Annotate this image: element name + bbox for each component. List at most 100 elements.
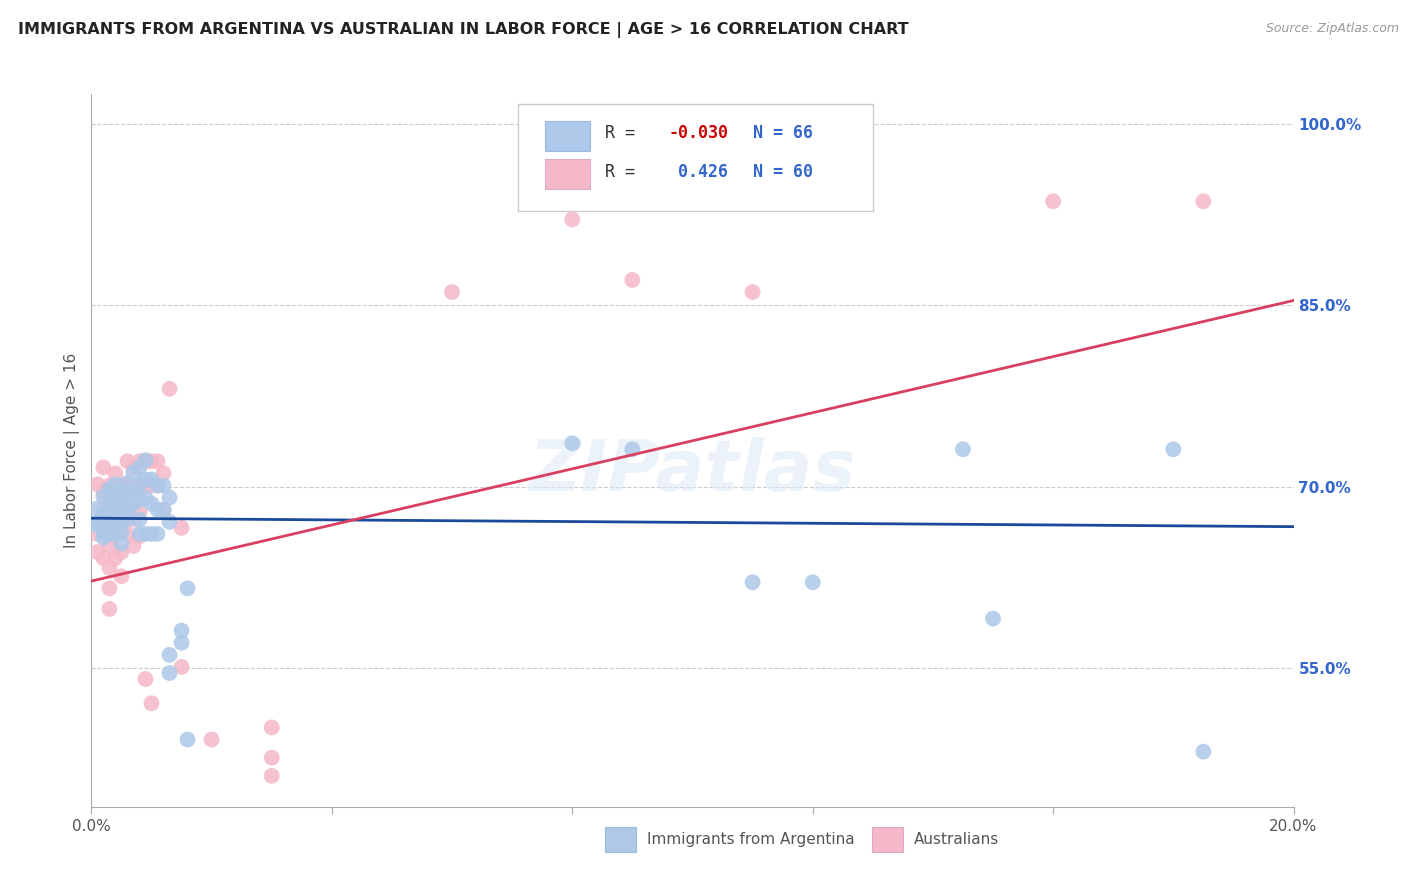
Point	[104, 488, 127, 502]
Point	[159, 648, 181, 662]
Point	[93, 484, 115, 499]
Point	[122, 465, 145, 479]
Text: 0.426: 0.426	[668, 163, 728, 181]
Point	[146, 502, 169, 516]
Point	[86, 518, 108, 533]
Point	[110, 524, 132, 539]
Point	[1042, 194, 1064, 209]
Point	[93, 531, 115, 545]
Point	[176, 582, 198, 596]
Point	[98, 482, 121, 496]
Point	[141, 527, 163, 541]
Point	[128, 529, 150, 543]
Point	[1192, 194, 1215, 209]
Point	[98, 582, 121, 596]
Point	[98, 478, 121, 492]
Point	[98, 497, 121, 511]
Point	[110, 536, 132, 550]
Point	[86, 515, 108, 529]
Text: R =: R =	[605, 163, 645, 181]
Point	[561, 436, 583, 450]
Point	[146, 454, 169, 468]
Point	[128, 512, 150, 526]
Point	[170, 636, 193, 650]
Point	[134, 527, 156, 541]
Point	[128, 460, 150, 475]
Point	[621, 442, 644, 457]
Point	[86, 501, 108, 516]
Y-axis label: In Labor Force | Age > 16: In Labor Force | Age > 16	[65, 353, 80, 548]
Point	[159, 515, 181, 529]
Point	[122, 484, 145, 499]
Point	[104, 508, 127, 523]
Point	[176, 732, 198, 747]
Point	[128, 527, 150, 541]
Point	[110, 525, 132, 540]
Point	[122, 484, 145, 499]
Point	[741, 285, 763, 299]
Point	[122, 460, 145, 475]
Point	[561, 212, 583, 227]
Point	[117, 502, 139, 516]
Point	[86, 527, 108, 541]
Text: Source: ZipAtlas.com: Source: ZipAtlas.com	[1265, 22, 1399, 36]
Point	[952, 442, 974, 457]
Point	[117, 502, 139, 516]
Point	[122, 497, 145, 511]
Point	[104, 527, 127, 541]
Text: Australians: Australians	[914, 832, 1000, 847]
Point	[152, 478, 174, 492]
Point	[98, 539, 121, 553]
Point	[98, 519, 121, 533]
Point	[134, 478, 156, 492]
Point	[621, 273, 644, 287]
Point	[134, 453, 156, 467]
Point	[86, 545, 108, 559]
Point	[152, 502, 174, 516]
Point	[98, 602, 121, 616]
Point	[122, 539, 145, 553]
Point	[110, 545, 132, 559]
Point	[170, 624, 193, 638]
Point	[801, 575, 824, 590]
Point	[134, 454, 156, 468]
Point	[104, 517, 127, 532]
Point	[141, 478, 163, 492]
Point	[98, 502, 121, 516]
Point	[110, 500, 132, 515]
Text: N = 60: N = 60	[752, 163, 813, 181]
Point	[122, 512, 145, 526]
Point	[128, 477, 150, 491]
Point	[152, 467, 174, 481]
Point	[159, 491, 181, 505]
Point	[146, 527, 169, 541]
Point	[134, 473, 156, 487]
Point	[98, 515, 121, 529]
Point	[104, 477, 127, 491]
FancyBboxPatch shape	[519, 104, 873, 211]
Bar	[544, 120, 591, 151]
Text: R =: R =	[605, 124, 645, 143]
Point	[981, 611, 1004, 625]
Point	[110, 505, 132, 519]
Point	[93, 460, 115, 475]
Text: ZIPatlas: ZIPatlas	[529, 437, 856, 507]
Point	[117, 476, 139, 491]
Point	[98, 511, 121, 525]
Point	[93, 551, 115, 566]
Bar	[544, 159, 591, 188]
Point	[117, 491, 139, 505]
Point	[201, 732, 224, 747]
Point	[86, 477, 108, 491]
Point	[110, 515, 132, 529]
Point	[98, 527, 121, 541]
Point	[159, 665, 181, 680]
Point	[104, 467, 127, 481]
Point	[104, 529, 127, 543]
Point	[110, 497, 132, 511]
Point	[98, 494, 121, 508]
Point	[117, 527, 139, 541]
Text: -0.030: -0.030	[668, 124, 728, 143]
Point	[1192, 745, 1215, 759]
Point	[110, 569, 132, 583]
